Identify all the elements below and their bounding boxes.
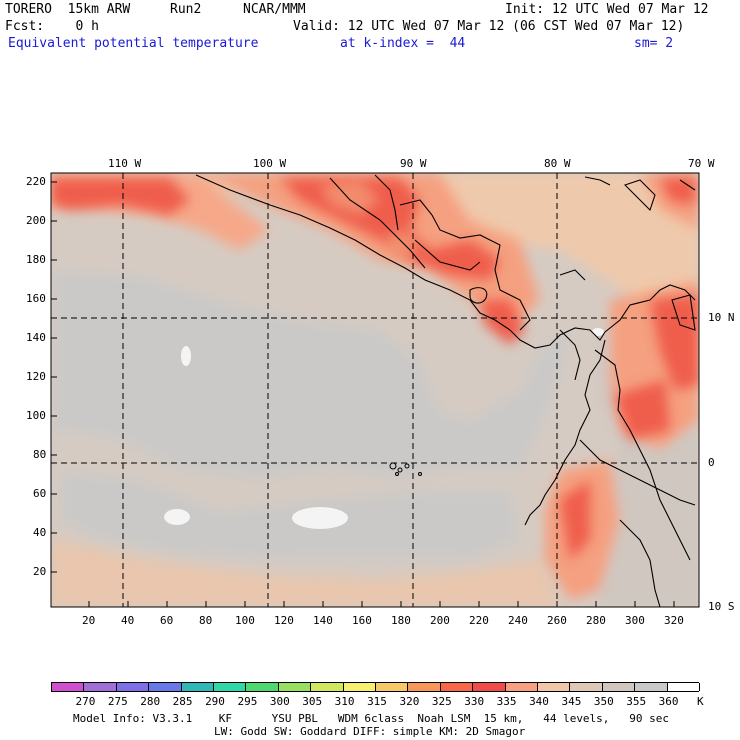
colorbar-tick-label: 335	[496, 695, 517, 708]
x-tick-label: 180	[391, 614, 411, 627]
y-tick-label: 20	[33, 565, 47, 578]
colorbar-swatch	[116, 683, 150, 691]
lon-label: 110 W	[108, 157, 142, 170]
lon-label: 80 W	[544, 157, 571, 170]
lat-label: 10 N	[708, 311, 735, 324]
forecast-hour: Fcst: 0 h	[5, 19, 99, 34]
field-name: Equivalent potential temperature	[8, 36, 259, 51]
warm-spot	[181, 346, 191, 366]
y-tick-label: 120	[26, 370, 46, 383]
colorbar-swatch	[149, 683, 182, 691]
y-tick-label: 40	[33, 526, 47, 539]
warm-spot	[164, 509, 190, 525]
tick-marks	[51, 181, 675, 607]
lon-label: 90 W	[400, 157, 427, 170]
colorbar-swatch	[376, 683, 409, 691]
y-tick-label: 140	[26, 331, 46, 344]
colorbar-swatch	[473, 683, 506, 691]
colorbar-swatch	[408, 683, 441, 691]
x-tick-label: 320	[664, 614, 684, 627]
colorbar-unit: K	[697, 695, 704, 708]
lat-label: 0	[708, 456, 715, 469]
level-label: at k-index = 44	[340, 36, 466, 51]
colorbar-tick-label: 300	[269, 695, 290, 708]
colorbar-swatch	[52, 683, 85, 691]
colorbar-tick-label: 315	[367, 695, 387, 708]
x-tick-label: 60	[160, 614, 174, 627]
model-title: TORERO 15km ARW	[5, 2, 131, 17]
org-label: NCAR/MMM	[243, 2, 306, 17]
colorbar-swatch	[278, 683, 312, 691]
plot-frame	[50, 172, 700, 608]
y-tick-label: 200	[26, 214, 46, 227]
colorbar-tick-label: 270	[75, 695, 96, 708]
colorbar-tick-label: 340	[529, 695, 549, 708]
colorbar-tick-label: 355	[626, 695, 647, 708]
colorbar-tick-label: 310	[334, 695, 355, 708]
x-tick-label: 280	[586, 614, 606, 627]
x-tick-label: 40	[121, 614, 135, 627]
x-tick-label: 160	[352, 614, 372, 627]
theta-e-field	[51, 173, 699, 607]
colorbar-swatch	[440, 683, 474, 691]
colorbar-tick-label: 280	[140, 695, 161, 708]
x-tick-label: 240	[508, 614, 528, 627]
colorbar-tick-label: 330	[464, 695, 485, 708]
smoothing-label: sm= 2	[634, 36, 674, 51]
colorbar-swatch	[635, 683, 668, 691]
colorbar-tick-label: 295	[237, 695, 258, 708]
x-tick-label: 260	[547, 614, 567, 627]
colorbar-swatch	[602, 683, 636, 691]
colorbar-swatch	[570, 683, 603, 691]
physics-info: LW: Godd SW: Goddard DIFF: simple KM: 2D…	[214, 725, 526, 738]
colorbar-tick-label: 305	[302, 695, 323, 708]
y-tick-label: 100	[26, 409, 46, 422]
warm-spot	[592, 328, 604, 336]
y-tick-label: 60	[33, 487, 47, 500]
warm-spot	[292, 507, 348, 529]
run-label: Run2	[170, 2, 202, 17]
colorbar-tick-label: 275	[107, 695, 128, 708]
colorbar-tick-label: 360	[658, 695, 679, 708]
y-tick-label: 180	[26, 253, 46, 266]
colorbar-swatch	[214, 683, 247, 691]
valid-time: Valid: 12 UTC Wed 07 Mar 12 (06 CST Wed …	[293, 19, 685, 34]
colorbar-swatch	[246, 683, 279, 691]
grid-lines	[51, 173, 699, 607]
x-tick-label: 200	[430, 614, 450, 627]
y-tick-label: 220	[26, 175, 46, 188]
colorbar-swatch	[667, 683, 700, 691]
colorbar-swatch	[343, 683, 376, 691]
colorbar-swatch	[538, 683, 571, 691]
x-tick-label: 100	[235, 614, 255, 627]
y-tick-label: 80	[33, 448, 47, 461]
colorbar-swatch	[505, 683, 538, 691]
lon-label: 100 W	[253, 157, 287, 170]
init-time: Init: 12 UTC Wed 07 Mar 12	[505, 2, 709, 17]
model-info: Model Info: V3.3.1 KF YSU PBL WDM 6class…	[73, 712, 670, 725]
x-tick-label: 120	[274, 614, 294, 627]
coastlines	[195, 174, 696, 607]
x-tick-label: 220	[469, 614, 489, 627]
colorbar-swatch	[84, 683, 117, 691]
x-tick-label: 20	[82, 614, 96, 627]
colorbar-swatch	[311, 683, 344, 691]
x-tick-label: 140	[313, 614, 333, 627]
y-tick-label: 160	[26, 292, 46, 305]
colorbar-tick-label: 290	[205, 695, 225, 708]
colorbar-tick-label: 320	[399, 695, 420, 708]
colorbar-tick-label: 350	[593, 695, 614, 708]
colorbar-tick-label: 285	[172, 695, 193, 708]
colorbar-tick-label: 345	[561, 695, 582, 708]
x-tick-label: 300	[625, 614, 645, 627]
lat-label: 10 S	[708, 600, 735, 613]
x-tick-label: 80	[199, 614, 213, 627]
lon-label: 70 W	[688, 157, 715, 170]
colorbar	[51, 682, 700, 692]
colorbar-tick-label: 325	[431, 695, 452, 708]
colorbar-swatch	[181, 683, 214, 691]
